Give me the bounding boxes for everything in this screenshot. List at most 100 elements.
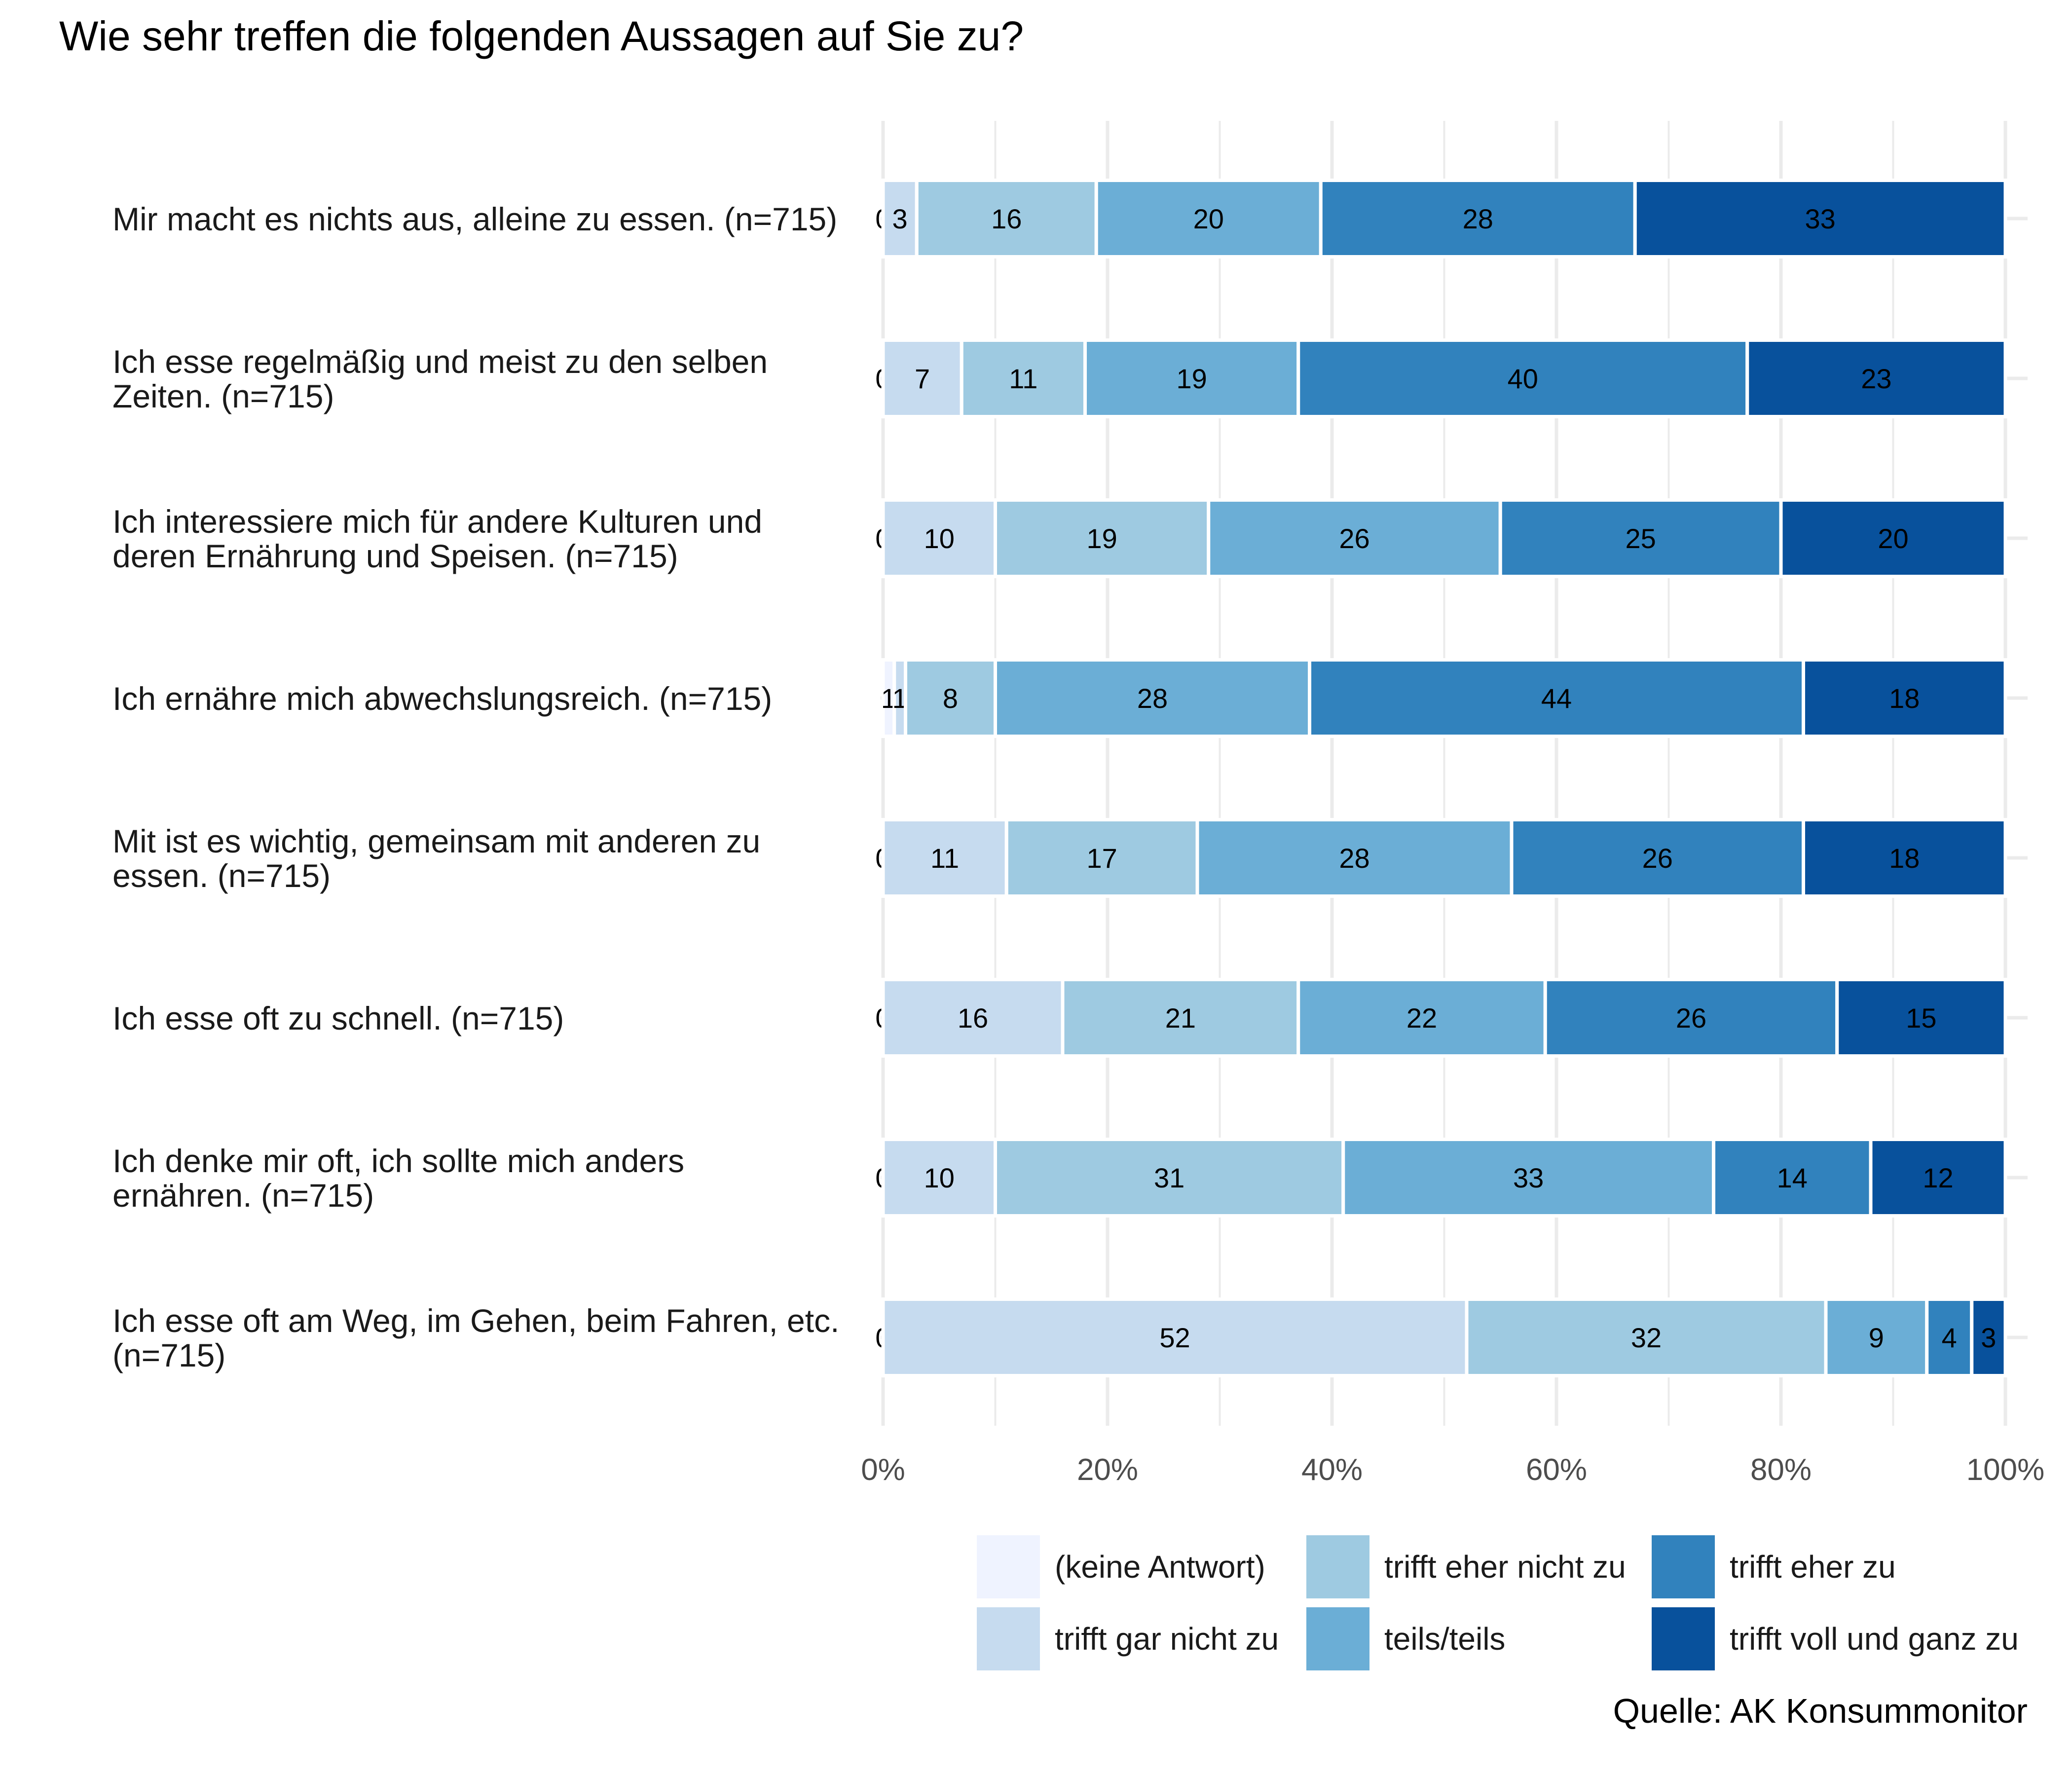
bar-value-label: 11 [930,843,959,874]
legend-label: teils/teils [1384,1621,1505,1657]
category-label: deren Ernährung und Speisen. (n=715) [112,538,678,574]
bar-segment [1094,179,1323,259]
legend-label: trifft eher zu [1730,1549,1896,1585]
bar-segment [1970,1297,2007,1377]
bar-segment [1779,498,2007,578]
legend-key [977,1607,1040,1670]
bar-value-label: 21 [1165,1002,1196,1034]
bar-value-label: 25 [1625,523,1656,554]
x-tick-label: 60% [1526,1453,1587,1487]
legend-label: trifft eher nicht zu [1384,1549,1626,1585]
bar-segment [881,1138,997,1218]
category-label: Ich interessiere mich für andere Kulture… [112,503,762,540]
category-label: Ich esse regelmäßig und meist zu den sel… [112,343,768,380]
legend-key [977,1535,1040,1598]
legend: (keine Antwort) trifft gar nicht zu trifft… [977,1535,2019,1670]
bar-segment [1308,658,1805,738]
bar-value-label: 16 [991,203,1022,234]
bar-value-label: 11 [1009,363,1037,394]
bar-value-label: 32 [1631,1322,1662,1353]
bar-value-label: 16 [958,1002,988,1034]
x-tick-label: 80% [1750,1453,1812,1487]
bar-value-label: 26 [1642,843,1673,874]
category-label: Ich denke mir oft, ich sollte mich ander… [112,1143,684,1179]
bar-value-label: 22 [1406,1002,1437,1034]
bar-value-label: 12 [1923,1162,1953,1193]
bar-segment [1498,498,1783,578]
grid [881,121,2028,1426]
bar-value-label: 17 [1086,843,1117,874]
legend-key [1652,1607,1715,1670]
bar-value-label: 9 [1869,1322,1884,1353]
legend-key [1306,1535,1369,1598]
bar-segment [1712,1138,1873,1218]
legend-key [1652,1535,1715,1598]
bar-segment [960,338,1087,418]
category-label: Ich esse oft zu schnell. (n=715) [112,1000,564,1036]
bar-value-label: 18 [1889,843,1920,874]
bar-segment [1835,978,2007,1058]
category-label: ernähren. (n=715) [112,1177,374,1214]
legend-key [1306,1607,1369,1670]
y-axis-labels: Mir macht es nichts aus, alleine zu esse… [112,201,839,1373]
category-label: Ich esse oft am Weg, im Gehen, beim Fahr… [112,1302,839,1339]
bar-segment [1543,978,1839,1058]
bar-segment [1465,1297,1828,1377]
bar-value-label: 44 [1541,683,1572,714]
bar-segment [1869,1138,2007,1218]
bar-segment [915,179,1098,259]
bar-value-label: 10 [924,523,955,554]
bar-segment [881,818,1008,898]
bar-value-label: 7 [915,363,930,394]
bar-segment [1802,818,2007,898]
x-tick-label: 0% [861,1453,905,1487]
bar-value-label: 23 [1861,363,1891,394]
bars: 0316202833071119402301019262520118284418… [875,179,2007,1377]
chart-title: Wie sehr treffen die folgenden Aussagen … [59,13,1024,59]
bar-value-label: 40 [1508,363,1538,394]
bar-value-label: 14 [1777,1162,1808,1193]
legend-label: trifft gar nicht zu [1055,1621,1279,1657]
bar-value-label: 33 [1805,203,1835,234]
x-axis-ticks: 0% 20% 40% 60% 80% 100% [861,1453,2044,1487]
bar-segment [1802,658,2007,738]
bar-segment [1745,338,2007,418]
bar-segment [881,1297,1469,1377]
bar-value-label: 26 [1676,1002,1706,1034]
bar-value-label: 19 [1176,363,1207,394]
bar-value-label: 20 [1193,203,1224,234]
bar-value-label: 28 [1339,843,1369,874]
bar-value-label: 18 [1889,683,1920,714]
bar-value-label: 28 [1137,683,1168,714]
bar-value-label: 31 [1154,1162,1184,1193]
category-label: essen. (n=715) [112,857,331,894]
bar-value-label: 26 [1339,523,1369,554]
category-label: Mit ist es wichtig, gemeinsam mit andere… [112,823,760,859]
bar-segment [1925,1297,1974,1377]
bar-segment [994,658,1311,738]
bar-segment [881,978,1065,1058]
bar-value-label: 8 [943,683,958,714]
bar-value-label: 15 [1906,1002,1936,1034]
bar-segment [994,1138,1345,1218]
bar-segment [1341,1138,1715,1218]
bar-segment [881,498,997,578]
source-note: Quelle: AK Konsummonitor [1613,1692,2028,1730]
legend-label: (keine Antwort) [1055,1549,1265,1585]
bar-segment [1004,818,1199,898]
category-label: (n=715) [112,1337,225,1373]
category-label: Mir macht es nichts aus, alleine zu esse… [112,201,837,237]
legend-label: trifft voll und ganz zu [1730,1621,2019,1657]
x-tick-label: 100% [1966,1453,2045,1487]
bar-value-label: 10 [924,1162,955,1193]
bar-segment [881,179,919,259]
x-tick-label: 20% [1077,1453,1138,1487]
bar-segment [1061,978,1300,1058]
bar-segment [1083,338,1300,418]
bar-value-label: 28 [1463,203,1493,234]
bar-segment [1296,978,1547,1058]
bar-value-label: 3 [892,203,908,234]
bar-value-label: 52 [1159,1322,1190,1353]
bar-value-label: 4 [1942,1322,1957,1353]
